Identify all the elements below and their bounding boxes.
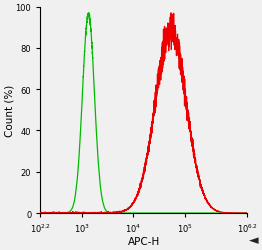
X-axis label: APC-H: APC-H xyxy=(128,236,160,246)
Text: ◄: ◄ xyxy=(249,234,259,246)
Y-axis label: Count (%): Count (%) xyxy=(4,84,14,136)
